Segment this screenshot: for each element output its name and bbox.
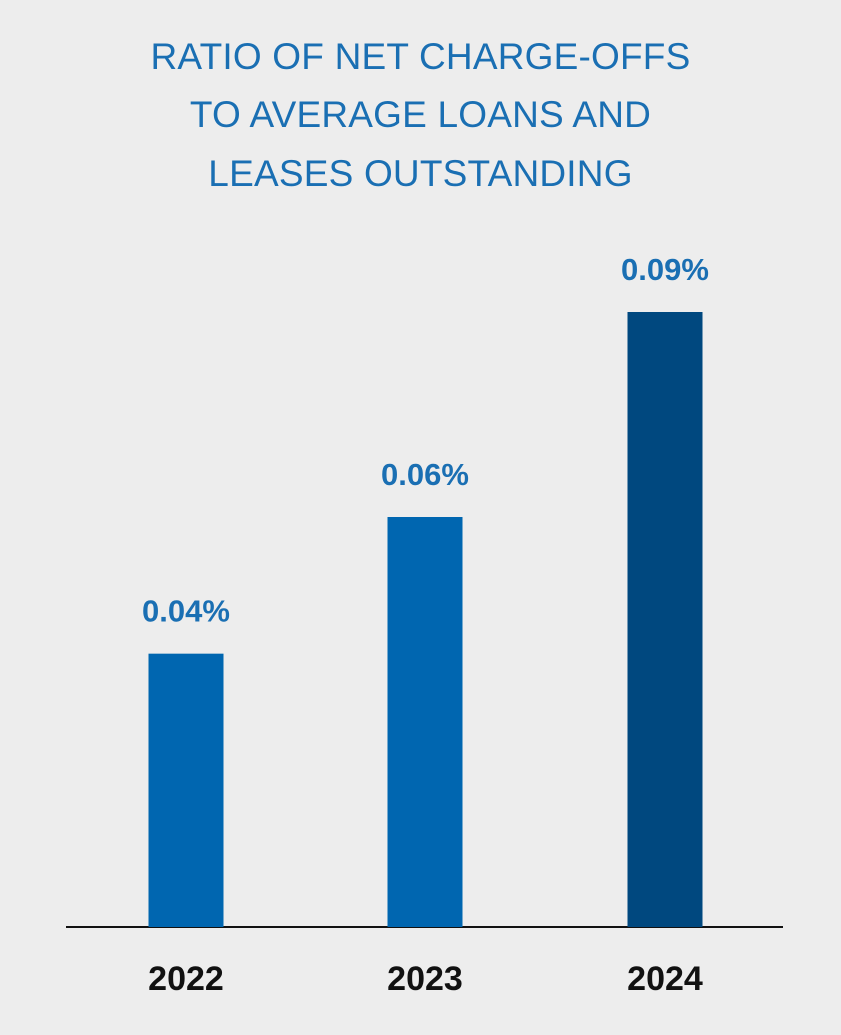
value-label-2022: 0.04% [142,594,230,629]
bar-2023 [387,517,463,927]
category-label-2022: 2022 [148,960,224,998]
category-label-2023: 2023 [387,960,463,998]
value-label-2024: 0.09% [621,252,709,287]
value-label-2023: 0.06% [381,457,469,492]
bar-2024 [627,312,703,927]
bar-2022 [148,653,224,927]
chart-title-line-1: RATIO OF NET CHARGE-OFFS [150,36,691,77]
category-label-2024: 2024 [627,960,703,998]
chart-title-line-3: LEASES OUTSTANDING [208,153,633,194]
chart-title-line-2: TO AVERAGE LOANS AND [189,94,652,135]
